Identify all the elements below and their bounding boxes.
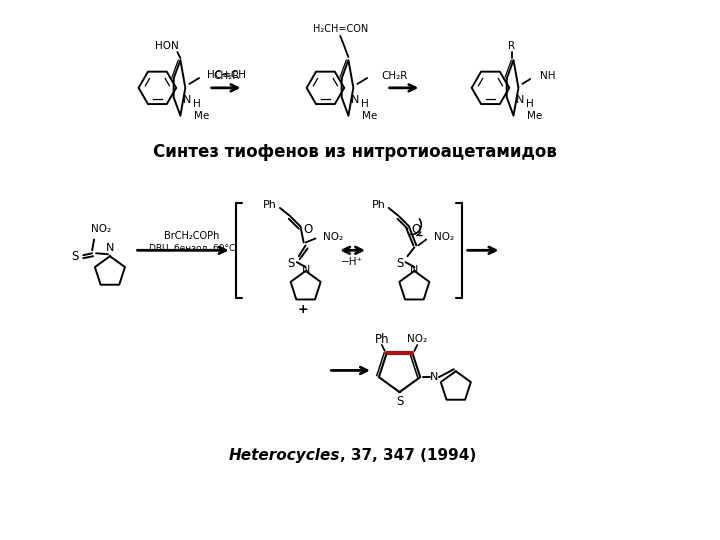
Text: H: H xyxy=(193,99,201,109)
Text: N: N xyxy=(302,265,310,275)
Text: N: N xyxy=(351,94,359,105)
Text: Ph: Ph xyxy=(374,333,389,346)
Text: S: S xyxy=(287,256,294,269)
Text: N: N xyxy=(430,372,438,382)
Text: NO₂: NO₂ xyxy=(91,224,111,234)
Text: N: N xyxy=(106,244,114,253)
Text: N: N xyxy=(183,94,192,105)
Text: CH₂R: CH₂R xyxy=(213,71,239,81)
Text: HC≡CH: HC≡CH xyxy=(207,70,246,80)
Text: Me: Me xyxy=(362,111,377,120)
Text: Ph: Ph xyxy=(372,200,386,210)
Text: H: H xyxy=(361,99,369,109)
Text: H₂CH=CON: H₂CH=CON xyxy=(312,24,368,34)
Text: NO₂: NO₂ xyxy=(323,232,343,241)
Text: S: S xyxy=(396,395,403,408)
Text: S: S xyxy=(396,256,403,269)
Text: BrCH₂COPh: BrCH₂COPh xyxy=(164,231,220,240)
Text: CH₂R: CH₂R xyxy=(381,71,408,81)
Text: N: N xyxy=(516,94,525,105)
Text: +: + xyxy=(297,303,308,316)
Text: Me: Me xyxy=(194,111,210,120)
Text: S: S xyxy=(72,249,79,263)
Text: Ph: Ph xyxy=(263,200,277,210)
Text: Синтез тиофенов из нитротиоацетамидов: Синтез тиофенов из нитротиоацетамидов xyxy=(153,143,557,161)
Text: , 37, 347 (1994): , 37, 347 (1994) xyxy=(341,448,477,463)
Text: O: O xyxy=(303,223,312,236)
Text: H: H xyxy=(526,99,534,109)
Text: NO₂: NO₂ xyxy=(408,334,428,344)
Text: Me: Me xyxy=(527,111,543,120)
Text: Heterocycles: Heterocycles xyxy=(229,448,341,463)
Text: DBU, бензол, 60°C: DBU, бензол, 60°C xyxy=(149,244,235,253)
Text: N: N xyxy=(410,265,418,275)
Text: −H⁺: −H⁺ xyxy=(341,257,363,267)
Text: O: O xyxy=(412,223,421,236)
Text: HON: HON xyxy=(155,41,179,51)
Text: NO₂: NO₂ xyxy=(434,232,454,241)
Text: NH: NH xyxy=(540,71,556,81)
Text: R: R xyxy=(508,41,515,51)
